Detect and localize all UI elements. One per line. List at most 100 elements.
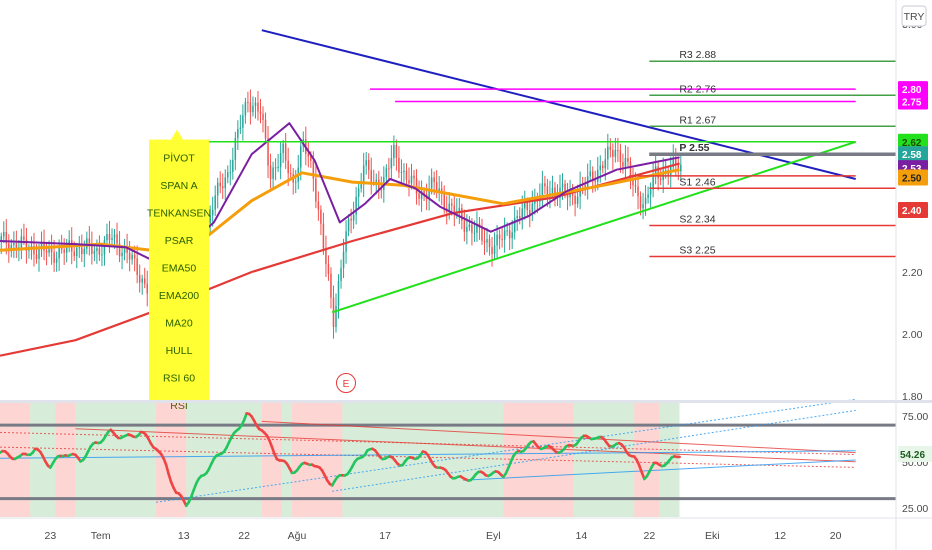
candle-167 bbox=[420, 180, 423, 212]
candle-239 bbox=[602, 161, 604, 174]
candle-body bbox=[234, 138, 237, 160]
candle-body bbox=[219, 182, 221, 187]
price-tag-label: 2.62 bbox=[902, 138, 922, 149]
candle-body bbox=[136, 258, 138, 276]
candle-body bbox=[632, 177, 634, 186]
candle-100 bbox=[252, 96, 254, 117]
candle-182 bbox=[458, 198, 461, 224]
candle-body bbox=[15, 243, 18, 251]
candle-body bbox=[393, 144, 395, 159]
rsi-trend-line-0[interactable] bbox=[0, 431, 856, 455]
earnings-event-marker[interactable]: E bbox=[336, 373, 356, 393]
candle-130 bbox=[327, 255, 330, 281]
candle-13 bbox=[33, 232, 35, 267]
candle-146 bbox=[367, 153, 370, 180]
candle-142 bbox=[357, 183, 360, 210]
candle-body bbox=[78, 247, 81, 249]
candle-body bbox=[146, 283, 148, 294]
candle-83 bbox=[209, 205, 211, 235]
candle-body bbox=[370, 169, 372, 182]
candle-5 bbox=[13, 231, 15, 258]
rsi-trend-line-3[interactable] bbox=[75, 428, 856, 463]
candle-200 bbox=[503, 217, 506, 253]
rsi-trend-line-2[interactable] bbox=[261, 420, 856, 454]
candle-10 bbox=[25, 228, 28, 264]
candle-109 bbox=[274, 158, 277, 181]
time-tick-label: 20 bbox=[830, 530, 842, 542]
candle-184 bbox=[463, 209, 466, 242]
line-trend-lower[interactable] bbox=[331, 140, 857, 314]
candle-193 bbox=[486, 227, 488, 253]
line-ema200[interactable] bbox=[0, 162, 680, 357]
candle-body bbox=[35, 254, 38, 259]
candle-body bbox=[602, 165, 604, 169]
candle-body bbox=[609, 146, 612, 150]
candle-147 bbox=[370, 157, 372, 195]
price-pane[interactable]: R3 2.88 R2 2.76 R1 2.67 P 2.55 S1 2.46 S2 2.3… bbox=[0, 29, 896, 413]
candle-body bbox=[677, 163, 680, 172]
candle-136 bbox=[342, 238, 345, 279]
candle-body bbox=[659, 178, 662, 181]
candle-body bbox=[317, 201, 320, 210]
rsi-segment bbox=[167, 472, 173, 484]
rsi-trend-line-7[interactable] bbox=[463, 459, 856, 481]
candle-body bbox=[252, 105, 254, 113]
rsi-trend-line-5[interactable] bbox=[332, 409, 856, 492]
candle-body bbox=[342, 251, 345, 268]
rsi-pane[interactable] bbox=[0, 398, 896, 517]
candle-body bbox=[8, 243, 10, 252]
candle-161 bbox=[405, 163, 408, 188]
candle-body bbox=[221, 186, 224, 189]
candle-body bbox=[232, 159, 234, 172]
candle-body bbox=[423, 191, 425, 195]
candle-body bbox=[420, 191, 423, 199]
candle-27 bbox=[68, 230, 70, 253]
candle-255 bbox=[642, 192, 644, 220]
candle-body bbox=[649, 189, 652, 195]
candle-body bbox=[352, 214, 355, 221]
candle-238 bbox=[599, 155, 602, 183]
rsi-tick-label: 25.00 bbox=[902, 503, 928, 515]
candle-6 bbox=[15, 230, 18, 258]
candle-52 bbox=[131, 249, 133, 265]
candle-body bbox=[294, 181, 297, 183]
pivot-label-0: R3 2.88 bbox=[679, 49, 716, 61]
candle-body bbox=[224, 177, 227, 189]
candle-body bbox=[629, 161, 632, 178]
candle-157 bbox=[395, 139, 398, 171]
currency-button[interactable]: TRY bbox=[901, 5, 927, 27]
candle-102 bbox=[257, 91, 259, 121]
candle-body bbox=[5, 232, 8, 244]
candle-body bbox=[451, 203, 453, 206]
candle-body bbox=[76, 247, 78, 257]
candle-1 bbox=[3, 221, 5, 244]
candle-body bbox=[501, 239, 503, 241]
candle-129 bbox=[325, 235, 327, 277]
candle-body bbox=[604, 159, 607, 169]
rsi-trend-line-4[interactable] bbox=[155, 398, 856, 503]
candle-body bbox=[657, 166, 659, 179]
candle-37 bbox=[93, 244, 96, 262]
candle-body bbox=[443, 193, 445, 209]
price-tag-label: 2.40 bbox=[902, 206, 922, 217]
candle-body bbox=[400, 171, 403, 173]
candle-body bbox=[438, 188, 440, 191]
candle-body bbox=[591, 171, 594, 181]
candle-110 bbox=[277, 153, 279, 172]
candle-body bbox=[126, 246, 128, 253]
candle-body bbox=[350, 218, 352, 221]
indicator-note[interactable]: PİVOT SPAN A TENKANSEN PSAR EMA50 EMA200 MA20 H… bbox=[147, 129, 211, 413]
candle-body bbox=[410, 175, 413, 184]
indicator-note-line: SPAN A bbox=[160, 180, 197, 192]
rsi-trend-line-1[interactable] bbox=[0, 446, 856, 468]
candle-body bbox=[312, 160, 315, 179]
candle-249 bbox=[627, 146, 629, 169]
candle-body bbox=[310, 156, 312, 161]
candle-body bbox=[264, 119, 267, 139]
pane-separator[interactable] bbox=[0, 400, 932, 403]
candle-body bbox=[93, 250, 96, 254]
candle-body bbox=[96, 248, 98, 251]
rsi-tick-label: 75.00 bbox=[902, 411, 928, 423]
candle-body bbox=[13, 243, 15, 245]
candle-251 bbox=[632, 167, 634, 197]
